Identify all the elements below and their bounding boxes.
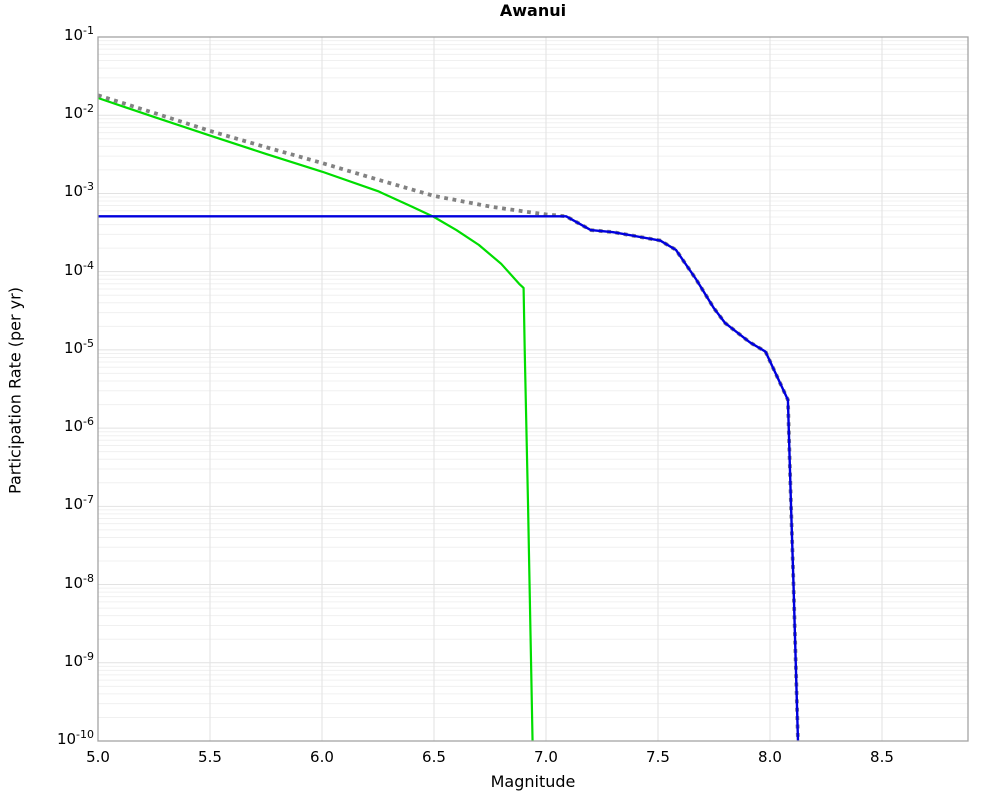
y-tick-label-1e-8: 10-8 (63, 571, 94, 592)
x-tick-label-7.0: 7.0 (534, 748, 558, 766)
x-tick-label-5.5: 5.5 (198, 748, 222, 766)
x-axis-label: Magnitude (490, 772, 576, 791)
y-tick-label-1e-10: 10-10 (56, 728, 94, 748)
plot-frame (97, 36, 969, 742)
y-tick-label-1e-4: 10-4 (63, 258, 94, 279)
y-tick-label-1e-5: 10-5 (63, 336, 94, 357)
x-tick-label-5.0: 5.0 (86, 748, 110, 766)
x-tick-label-6.5: 6.5 (422, 748, 446, 766)
y-tick-label-1e-2: 10-2 (63, 102, 94, 123)
x-tick-label-6.0: 6.0 (310, 748, 334, 766)
y-axis-label: Participation Rate (per yr) (5, 287, 25, 494)
y-tick-label-1e-9: 10-9 (63, 649, 94, 670)
y-tick-label-1e-6: 10-6 (63, 415, 94, 436)
green-solid-curve (97, 96, 534, 742)
y-tick-label-1e-7: 10-7 (63, 493, 94, 514)
x-tick-label-8.0: 8.0 (758, 748, 782, 766)
y-tick-label-1e-1: 10-1 (63, 24, 94, 44)
x-tick-label-7.5: 7.5 (646, 748, 670, 766)
x-tick-label-8.5: 8.5 (870, 748, 894, 766)
chart-title: Awanui (499, 1, 567, 20)
blue-solid-curve (98, 215, 800, 742)
gray-dotted-curve (97, 93, 800, 742)
y-tick-label-1e-3: 10-3 (63, 180, 94, 201)
